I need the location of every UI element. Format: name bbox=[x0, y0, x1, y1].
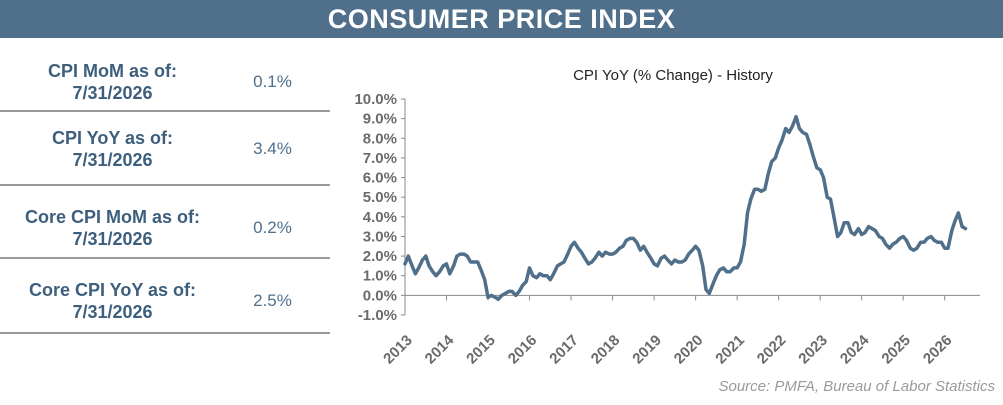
x-tick-label: 2017 bbox=[546, 332, 582, 368]
stat-label-name: Core CPI MoM as of: bbox=[24, 207, 200, 227]
y-tick-label: 0.0% bbox=[363, 287, 397, 304]
stat-value: 0.1% bbox=[253, 72, 292, 91]
stat-label-name: CPI MoM as of: bbox=[48, 61, 177, 81]
y-tick-label: 10.0% bbox=[354, 91, 397, 108]
stat-label-date: 7/31/2026 bbox=[72, 83, 153, 103]
y-tick-label: 4.0% bbox=[363, 209, 397, 226]
chart-title: CPI YoY (% Change) - History bbox=[573, 67, 773, 84]
y-tick-label: 5.0% bbox=[363, 189, 397, 206]
cpi-yoy-chart: CPI YoY (% Change) - History -1.0% 0.0% 1.… bbox=[354, 67, 980, 368]
y-tick-label: 8.0% bbox=[363, 130, 397, 147]
divider bbox=[0, 184, 330, 186]
x-tick-label: 2022 bbox=[754, 332, 790, 368]
stat-label-date: 7/31/2026 bbox=[72, 150, 153, 170]
y-tick-label: 2.0% bbox=[363, 248, 397, 265]
x-tick-label: 2023 bbox=[795, 332, 831, 368]
x-tick-label: 2013 bbox=[380, 332, 416, 368]
y-tick-label: 9.0% bbox=[363, 111, 397, 128]
x-tick-label: 2014 bbox=[422, 331, 458, 367]
divider bbox=[0, 110, 330, 112]
y-tick-label: 3.0% bbox=[363, 228, 397, 245]
series-line bbox=[403, 114, 968, 302]
x-tick-label: 2026 bbox=[920, 332, 956, 368]
stat-row-cpi-mom: CPI MoM as of: 7/31/2026 0.1% bbox=[0, 46, 330, 118]
stat-label-name: Core CPI YoY as of: bbox=[28, 280, 197, 300]
x-axis: 2013 2014 2015 2016 2017 2018 2019 2020 2021 2022… bbox=[380, 294, 980, 368]
stat-label: CPI MoM as of: 7/31/2026 bbox=[0, 46, 225, 118]
page-title: CONSUMER PRICE INDEX bbox=[0, 0, 1003, 38]
stat-label-name: CPI YoY as of: bbox=[51, 128, 174, 148]
stat-label: Core CPI YoY as of: 7/31/2026 bbox=[0, 265, 225, 337]
y-tick-label: -1.0% bbox=[358, 307, 397, 324]
stat-label: Core CPI MoM as of: 7/31/2026 bbox=[0, 192, 225, 264]
stat-row-cpi-yoy: CPI YoY as of: 7/31/2026 3.4% bbox=[0, 113, 330, 185]
y-tick-label: 1.0% bbox=[363, 268, 397, 285]
stat-row-core-cpi-yoy: Core CPI YoY as of: 7/31/2026 2.5% bbox=[0, 265, 330, 337]
x-tick-label: 2025 bbox=[878, 332, 914, 368]
y-tick-label: 7.0% bbox=[363, 150, 397, 167]
stat-value: 0.2% bbox=[253, 218, 292, 237]
x-tick-label: 2018 bbox=[588, 332, 624, 368]
stat-value: 3.4% bbox=[253, 139, 292, 158]
stat-label-date: 7/31/2026 bbox=[72, 302, 153, 322]
y-axis: -1.0% 0.0% 1.0% 2.0% 3.0% 4.0% 5.0% 6.0% 7.0% 8.0… bbox=[354, 91, 406, 324]
x-tick-label: 2016 bbox=[505, 332, 541, 368]
y-tick-label: 6.0% bbox=[363, 170, 397, 187]
divider bbox=[0, 332, 330, 334]
x-tick-label: 2021 bbox=[712, 332, 748, 368]
x-tick-label: 2020 bbox=[671, 332, 707, 368]
divider bbox=[0, 257, 330, 259]
x-tick-label: 2024 bbox=[837, 331, 873, 367]
stat-row-core-cpi-mom: Core CPI MoM as of: 7/31/2026 0.2% bbox=[0, 192, 330, 264]
x-tick-label: 2015 bbox=[463, 332, 499, 368]
x-tick-label: 2019 bbox=[629, 332, 665, 368]
source-note: Source: PMFA, Bureau of Labor Statistics bbox=[718, 378, 995, 395]
stat-value: 2.5% bbox=[253, 291, 292, 310]
series-layer bbox=[403, 114, 968, 302]
stat-label: CPI YoY as of: 7/31/2026 bbox=[0, 113, 225, 185]
stat-label-date: 7/31/2026 bbox=[72, 229, 153, 249]
